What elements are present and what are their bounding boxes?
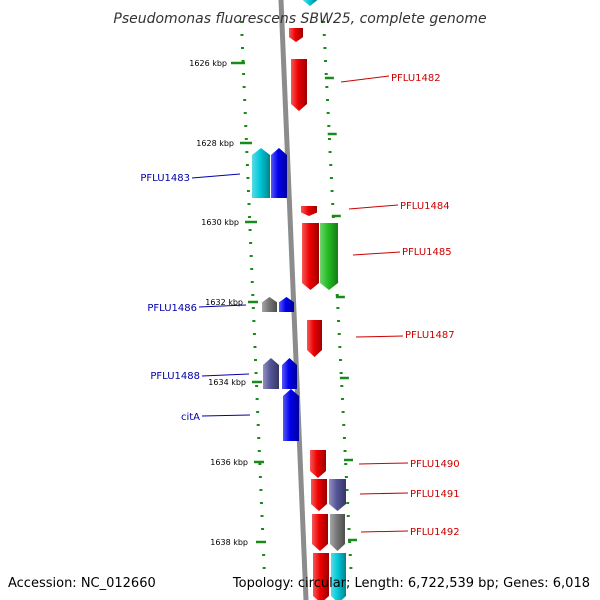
gene-label[interactable]: PFLU1490 <box>410 459 460 470</box>
kbp-label: 1626 kbp <box>189 59 227 68</box>
gene-leader-line <box>198 304 247 308</box>
gene-feature-arrow[interactable] <box>329 479 346 511</box>
gene-feature-arrow[interactable] <box>279 297 294 312</box>
gene-label[interactable]: PFLU1486 <box>147 303 197 314</box>
gene-feature-arrow[interactable] <box>289 28 303 42</box>
gene-label[interactable]: PFLU1485 <box>402 247 452 258</box>
gene-label[interactable]: PFLU1491 <box>410 489 460 500</box>
gene-leader-line <box>352 251 401 256</box>
gene-feature-arrow[interactable] <box>301 206 317 216</box>
gene-feature-arrow[interactable] <box>320 223 338 290</box>
gene-feature-arrow[interactable] <box>307 320 322 357</box>
gene-leader-line <box>359 492 409 495</box>
gene-label[interactable]: PFLU1487 <box>405 330 455 341</box>
gene-label[interactable]: PFLU1484 <box>400 201 450 212</box>
gene-label[interactable]: PFLU1482 <box>391 73 441 84</box>
kbp-label: 1632 kbp <box>205 298 243 307</box>
feature-layer <box>252 0 346 600</box>
gene-feature-arrow[interactable] <box>331 553 346 600</box>
gene-feature-arrow[interactable] <box>303 0 317 6</box>
gene-label[interactable]: PFLU1488 <box>150 371 200 382</box>
label-layer: PFLU1482 PFLU1483 PFLU1484 PFLU1485 PFLU1486… <box>140 73 459 538</box>
kbp-label: 1634 kbp <box>208 378 246 387</box>
gene-feature-arrow[interactable] <box>310 450 326 478</box>
gene-leader-line <box>360 530 409 533</box>
gene-feature-arrow[interactable] <box>271 148 287 198</box>
map-title: Pseudomonas fluorescens SBW25, complete … <box>113 11 486 27</box>
gene-feature-arrow[interactable] <box>252 148 270 198</box>
gene-label[interactable]: PFLU1483 <box>140 173 190 184</box>
gene-leader-line <box>201 373 250 377</box>
kbp-label: 1628 kbp <box>196 139 234 148</box>
tick-layer: 1626 kbp 1628 kbp 1630 kbp 1632 kbp 1634 kbp… <box>189 21 357 569</box>
kbp-label: 1636 kbp <box>210 458 248 467</box>
gene-feature-arrow[interactable] <box>311 479 327 511</box>
gene-leader-line <box>355 335 404 338</box>
gene-feature-arrow[interactable] <box>312 514 328 551</box>
gene-leader-line <box>348 204 399 210</box>
gene-label[interactable]: PFLU1492 <box>410 527 460 538</box>
genome-summary-text: Topology: circular; Length: 6,722,539 bp… <box>232 576 590 591</box>
gene-label[interactable]: citA <box>181 412 200 423</box>
gene-feature-arrow[interactable] <box>262 297 277 312</box>
accession-text: Accession: NC_012660 <box>8 576 156 591</box>
gene-feature-arrow[interactable] <box>330 514 345 551</box>
gene-feature-arrow[interactable] <box>313 553 329 600</box>
gene-leader-line <box>191 173 241 179</box>
backbone-layer <box>278 0 309 600</box>
backbone-line <box>278 0 309 600</box>
gene-leader-line <box>340 75 390 83</box>
gene-leader-line <box>201 414 251 417</box>
gene-feature-arrow[interactable] <box>282 358 297 389</box>
gene-leader-line <box>358 462 409 465</box>
gene-feature-arrow[interactable] <box>283 389 299 441</box>
kbp-label: 1638 kbp <box>210 538 248 547</box>
gene-feature-arrow[interactable] <box>302 223 319 290</box>
gene-feature-arrow[interactable] <box>263 358 279 389</box>
gene-feature-arrow[interactable] <box>291 59 307 111</box>
kbp-label: 1630 kbp <box>201 218 239 227</box>
